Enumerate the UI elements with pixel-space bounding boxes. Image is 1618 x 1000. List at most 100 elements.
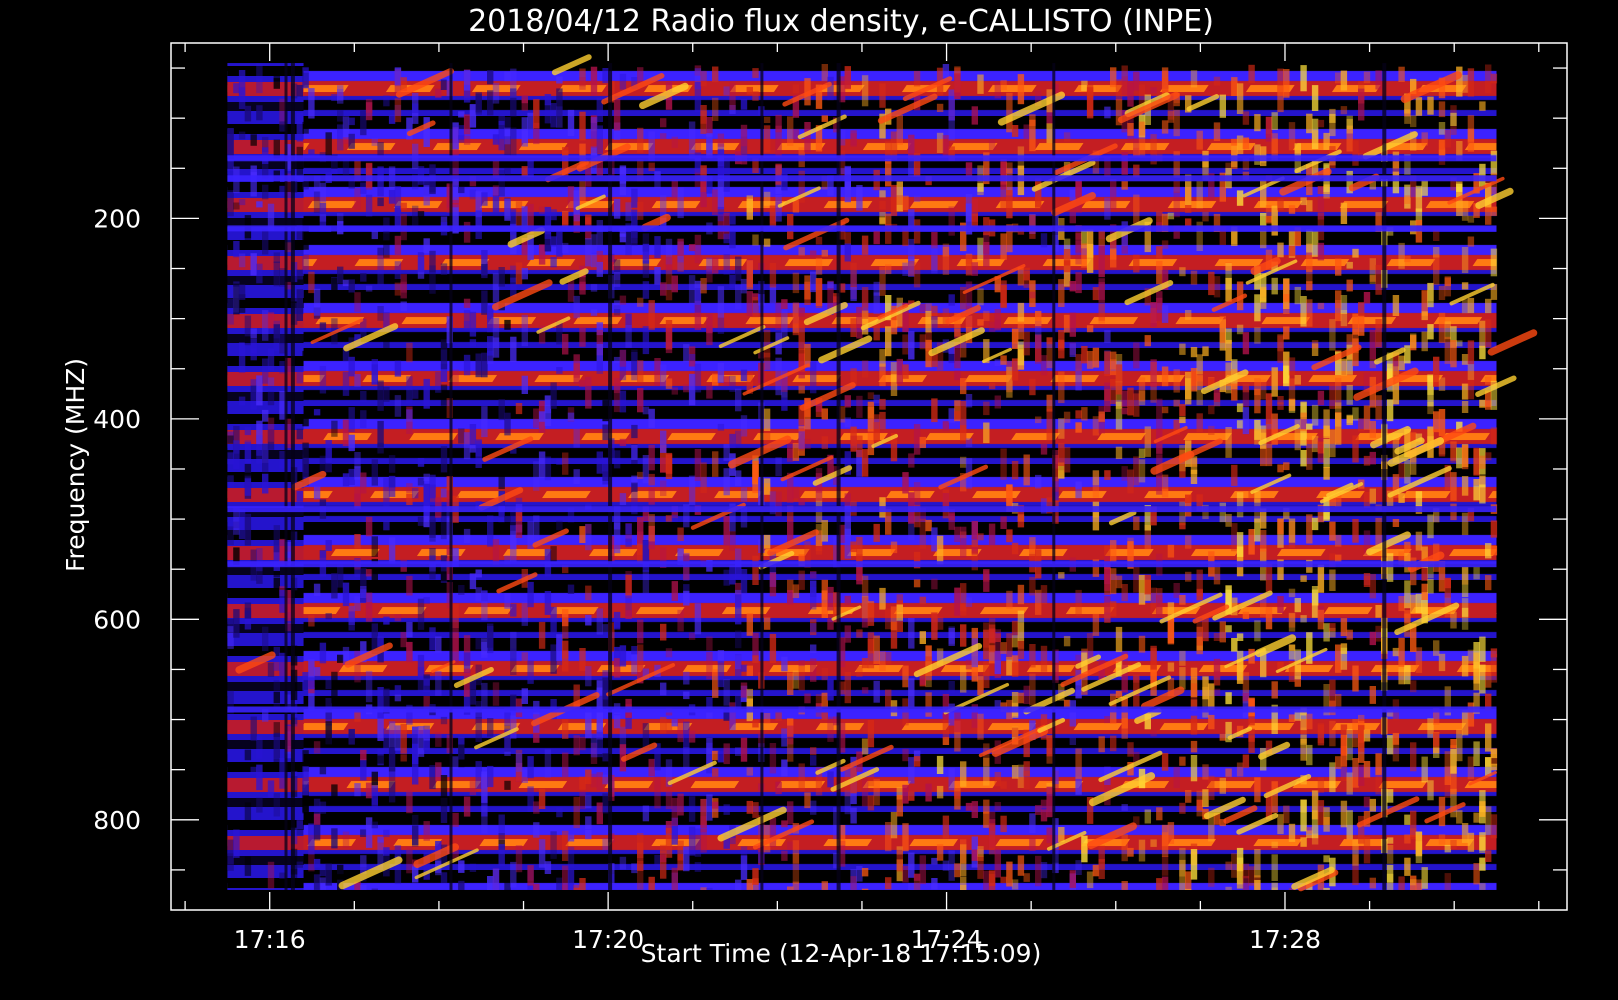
heatmap-cell <box>331 573 338 599</box>
heatmap-cell <box>1311 118 1319 150</box>
heatmap-cell <box>631 230 638 246</box>
heatmap-cell <box>567 279 575 302</box>
heatmap-cell <box>740 737 748 762</box>
heatmap-cell <box>763 713 771 724</box>
heatmap-cell <box>792 881 800 890</box>
heatmap-cell <box>302 121 309 134</box>
heatmap-cell <box>625 538 632 547</box>
heatmap-cell <box>1133 164 1140 178</box>
heatmap-cell <box>521 237 528 255</box>
heatmap-cell <box>1173 399 1180 407</box>
heatmap-cell <box>1410 623 1417 652</box>
heatmap-cell <box>538 788 546 809</box>
heatmap-cell <box>913 153 921 177</box>
heatmap-cell <box>244 336 252 344</box>
heatmap-cell <box>769 262 777 288</box>
heatmap-cell <box>302 254 309 274</box>
heatmap-cell <box>619 438 627 446</box>
heatmap-cell <box>677 609 684 632</box>
heatmap-cell <box>1213 76 1221 86</box>
heatmap-cell <box>1242 875 1250 890</box>
heatmap-cell <box>931 578 938 590</box>
heatmap-cell <box>752 465 759 494</box>
heatmap-cell <box>712 768 719 777</box>
heatmap-cell <box>556 367 563 374</box>
heatmap-cell <box>1271 681 1278 699</box>
heatmap-cell <box>896 604 903 621</box>
heatmap-cell <box>977 849 984 861</box>
heatmap-cell <box>1444 766 1451 785</box>
heatmap-cell <box>440 872 448 883</box>
heatmap-cell <box>1485 723 1492 752</box>
heatmap-cell <box>965 162 973 177</box>
heatmap-cell <box>1410 680 1417 693</box>
heatmap-cell <box>861 658 869 669</box>
heatmap-cell <box>302 418 309 427</box>
burst-streak <box>877 93 938 124</box>
heatmap-cell <box>717 423 725 431</box>
heatmap-cell <box>510 603 517 617</box>
heatmap-cell <box>879 587 886 610</box>
heatmap-cell <box>1485 672 1492 688</box>
heatmap-cell <box>1069 870 1076 888</box>
heatmap-cell <box>394 694 402 702</box>
heatmap-cell <box>642 233 650 252</box>
heatmap-cell <box>487 765 494 788</box>
heatmap-cell <box>1392 376 1400 405</box>
heatmap-cell <box>475 638 482 650</box>
heatmap-cell <box>579 380 586 387</box>
heatmap-cell <box>458 111 465 118</box>
heatmap-cell <box>527 786 534 812</box>
heatmap-cell <box>481 805 488 834</box>
heatmap-cell <box>885 224 892 244</box>
heatmap-cell <box>1265 423 1273 438</box>
heatmap-cell <box>948 294 955 306</box>
heatmap-cell <box>752 882 759 890</box>
heatmap-cell <box>602 624 609 633</box>
heatmap-cell <box>296 820 303 836</box>
heatmap-cell <box>602 68 609 84</box>
heatmap-cell <box>613 198 621 219</box>
heatmap-cell <box>746 800 753 814</box>
heatmap-cell <box>1311 404 1319 426</box>
heatmap-cell <box>688 354 696 361</box>
heatmap-cell <box>971 704 978 728</box>
heatmap-cell <box>931 398 938 423</box>
heatmap-cell <box>798 660 805 667</box>
heatmap-cell <box>625 202 632 221</box>
heatmap-cell <box>1415 208 1423 226</box>
heatmap-cell <box>1017 344 1025 370</box>
heatmap-cell <box>469 424 477 449</box>
heatmap-cell <box>360 410 367 428</box>
heatmap-cell <box>1363 491 1371 508</box>
heatmap-cell <box>954 710 961 733</box>
burst-streak <box>1200 369 1249 395</box>
heatmap-cell <box>613 522 621 554</box>
heatmap-cell <box>613 377 621 394</box>
heatmap-cell <box>596 772 603 791</box>
heatmap-cell <box>435 371 442 393</box>
heatmap-cell <box>1161 366 1169 387</box>
heatmap-cell <box>337 110 344 122</box>
heatmap-cell <box>1415 531 1423 551</box>
heatmap-cell <box>1485 376 1492 385</box>
heatmap-cell <box>313 667 321 676</box>
heatmap-cell <box>285 622 292 632</box>
heatmap-cell <box>896 849 903 872</box>
heatmap-cell <box>463 528 471 544</box>
heatmap-cell <box>717 133 725 147</box>
heatmap-cell <box>1052 480 1059 492</box>
heatmap-cell <box>1248 866 1255 886</box>
heatmap-cell <box>746 260 753 290</box>
heatmap-cell <box>712 66 719 82</box>
heatmap-cell <box>377 839 384 867</box>
heatmap-cell <box>406 483 413 493</box>
heatmap-cell <box>452 204 459 234</box>
heatmap-cell <box>844 672 851 704</box>
heatmap-cell <box>1329 569 1336 591</box>
heatmap-cell <box>1444 321 1451 340</box>
heatmap-cell <box>1006 366 1013 398</box>
heatmap-cell <box>861 235 869 255</box>
heatmap-cell <box>1190 740 1198 753</box>
plot-frame <box>170 42 1568 911</box>
